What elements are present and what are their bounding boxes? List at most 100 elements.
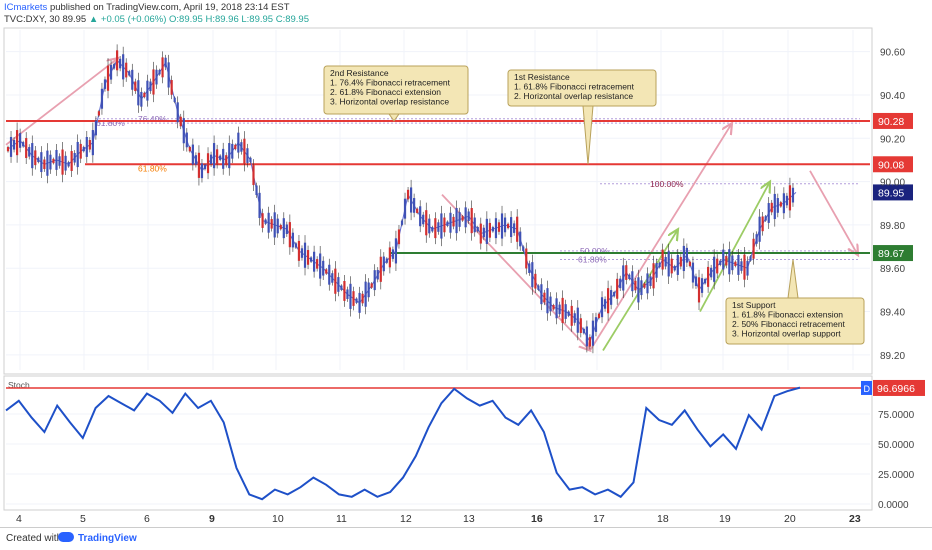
candle-body <box>373 270 376 291</box>
annotation-pointer <box>582 105 594 165</box>
candle-body <box>764 216 767 221</box>
candle-body <box>685 247 688 263</box>
pink-arrow <box>5 58 118 146</box>
candle-body <box>343 280 346 301</box>
candle-body <box>679 256 682 267</box>
candle-body <box>106 65 110 91</box>
candle-body <box>294 243 298 248</box>
candle-body <box>194 155 198 165</box>
candle-body <box>667 251 670 277</box>
annotation-box <box>725 297 865 345</box>
candle-body <box>349 283 352 309</box>
candle-body <box>15 130 19 156</box>
price-tick-label: 90.40 <box>880 91 905 102</box>
candle-body <box>97 111 101 116</box>
candle-body <box>494 218 498 239</box>
candle-body <box>661 249 664 270</box>
candle-body <box>288 222 291 248</box>
candle-body <box>155 69 158 85</box>
candle-body <box>758 216 761 242</box>
candle-body <box>206 153 210 174</box>
candle-body <box>752 238 755 259</box>
candle-body <box>731 255 734 271</box>
level-price-label: 90.08 <box>878 159 904 171</box>
candle-body <box>134 81 137 92</box>
candle-body <box>43 159 46 170</box>
chart-canvas[interactable]: 61.80% 76.40%61.80%100.00%50.00%61.80% 90… <box>0 0 932 528</box>
candle-body <box>200 163 204 179</box>
candle-body <box>522 246 525 251</box>
candle-body <box>143 92 146 98</box>
candle-body <box>610 290 613 305</box>
candle-body <box>203 164 207 170</box>
candle-body <box>431 227 434 232</box>
time-tick-label: 10 <box>272 513 284 525</box>
candle-body <box>416 208 419 213</box>
time-tick-label: 6 <box>144 513 150 525</box>
last-price-tag <box>873 184 913 201</box>
candle-body <box>652 263 655 289</box>
candle-body <box>694 276 698 286</box>
candle-body <box>367 282 370 298</box>
time-tick-label: 17 <box>593 513 605 525</box>
candle-body <box>55 149 58 170</box>
candle-body <box>222 148 225 169</box>
candle-body <box>319 253 322 279</box>
candle-body <box>458 212 461 227</box>
stoch-label: Stoch <box>8 380 30 390</box>
candle-body <box>676 255 679 275</box>
candle-body <box>370 283 373 288</box>
candle-body <box>22 142 25 147</box>
candle-body <box>61 149 64 175</box>
candle-body <box>413 198 416 213</box>
annotation-line: 3. Horizontal overlap support <box>732 329 841 339</box>
ohlc-values: O:89.95 H:89.96 L:89.95 C:89.95 <box>169 14 309 25</box>
candle-body <box>122 54 125 80</box>
candle-body <box>461 216 464 221</box>
candle-body <box>331 273 334 283</box>
stoch-pane: Stoch 75.0000 50.0000 25.0000 0.0000 D 96.6966 <box>5 379 925 511</box>
candle-body <box>379 256 382 282</box>
candle-body <box>500 213 504 239</box>
candle-body <box>49 154 52 170</box>
candle-body <box>719 260 722 265</box>
symbol-line: TVC:DXY, 30 89.95 ▲ +0.05 (+0.06%) O:89.… <box>4 14 309 25</box>
annotation-line: 1st Resistance <box>514 72 570 82</box>
symbol-label: TVC:DXY, 30 <box>4 14 60 25</box>
candle-body <box>434 218 437 239</box>
candle-body <box>46 150 49 176</box>
candle-body <box>531 262 534 288</box>
price-series: 89.95 <box>6 44 913 354</box>
publisher-link[interactable]: ICmarkets <box>4 2 48 13</box>
candle-body <box>682 245 685 272</box>
candle-body <box>19 133 22 148</box>
annotation-pointer <box>388 113 400 122</box>
candle-body <box>670 258 673 274</box>
candle-body <box>125 62 128 78</box>
candle-body <box>707 266 710 287</box>
annotation-box <box>507 69 657 107</box>
candle-body <box>9 136 13 157</box>
candle-body <box>58 156 61 166</box>
stoch-tick-label: 0.0000 <box>878 500 909 511</box>
fib-label: 50.00% <box>580 246 609 256</box>
candle-body <box>67 162 70 167</box>
tradingview-brand[interactable]: TradingView <box>78 533 137 544</box>
annotation-line: 1. 76.4% Fibonacci retracement <box>330 78 451 88</box>
candle-body <box>85 136 88 157</box>
fib-label: 76.40% <box>138 114 167 124</box>
candle-body <box>567 311 570 316</box>
candle-body <box>300 248 304 258</box>
candle-body <box>188 146 191 152</box>
candle-body <box>506 223 510 229</box>
annotation-line: 1. 61.8% Fibonacci extension <box>732 310 843 320</box>
candle-body <box>749 256 752 261</box>
candle-body <box>464 207 467 228</box>
chart-header: ICmarkets published on TradingView.com, … <box>0 0 932 26</box>
candle-body <box>225 155 228 165</box>
fibonacci-lines: 61.80% 76.40%61.80%100.00%50.00%61.80% <box>85 114 860 265</box>
candle-body <box>658 262 661 268</box>
candle-body <box>564 304 567 319</box>
candle-body <box>270 219 273 229</box>
annotation-pointer <box>787 259 799 299</box>
